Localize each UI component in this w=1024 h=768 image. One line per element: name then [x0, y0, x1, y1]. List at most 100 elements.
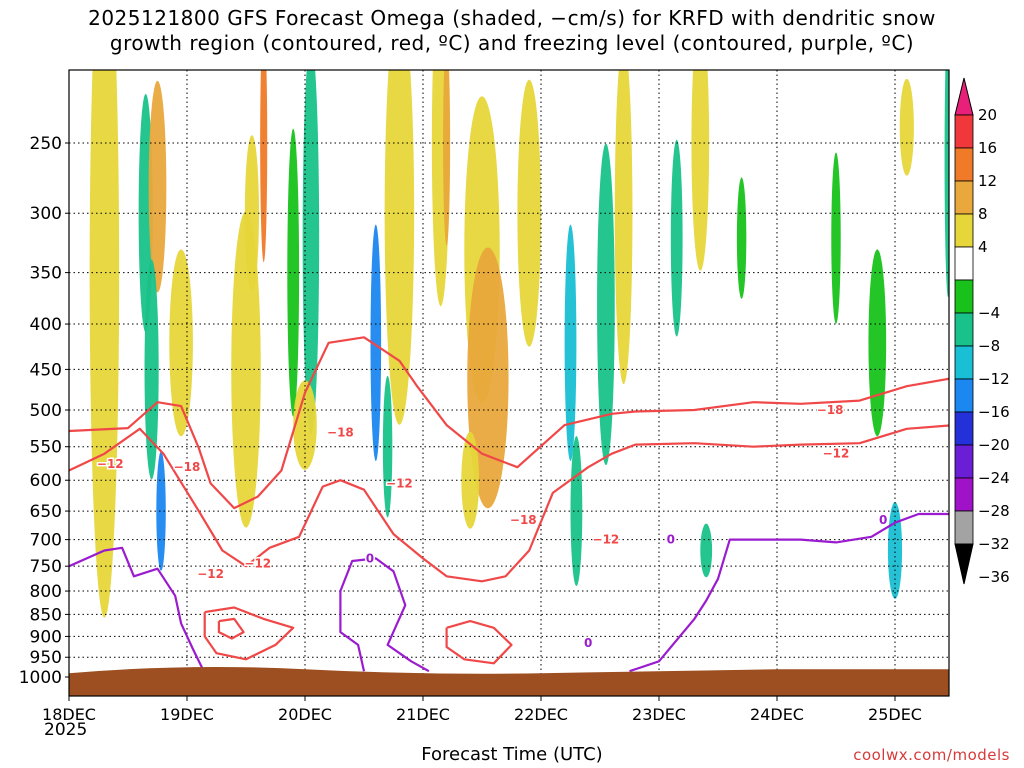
- contour-label-4: −12: [97, 457, 124, 471]
- plot-background: [69, 70, 949, 696]
- x-axis-title: Forecast Time (UTC): [421, 744, 603, 765]
- colorbar-label-9: −20: [978, 436, 1010, 454]
- x-tick-label-21DEC: 21DEC: [396, 705, 450, 724]
- y-tick-label-500: 500: [30, 401, 62, 421]
- colorbar-bin-8: [954, 378, 974, 413]
- contour-label-5: −12: [386, 476, 413, 490]
- y-tick-label-950: 950: [30, 648, 62, 668]
- omega-feature-28: [736, 177, 747, 299]
- contour-minus-12-main: [69, 424, 949, 583]
- colorbar-label-6: −8: [978, 337, 1000, 355]
- y-tick-label-850: 850: [30, 605, 62, 625]
- chart-title-line2: growth region (contoured, red, ºC) and f…: [109, 31, 915, 55]
- contour-label-9: −12: [823, 447, 850, 461]
- colorbar-label-13: −36: [978, 568, 1010, 586]
- omega-feature-30: [868, 249, 887, 437]
- colorbar-label-12: −32: [978, 535, 1010, 553]
- y-tick-label-600: 600: [30, 471, 62, 491]
- contour-label-2: −18: [510, 513, 537, 527]
- colorbar-label-0: 20: [978, 106, 997, 124]
- omega-feature-4: [156, 451, 166, 571]
- omega-feature-2: [148, 80, 167, 293]
- contour-label-3: −18: [817, 403, 844, 417]
- colorbar-bin-6: [954, 312, 974, 347]
- omega-feature-27: [700, 523, 713, 578]
- omega-feature-11: [293, 380, 317, 470]
- contour-minus-12-day21-pocket: [445, 620, 513, 665]
- omega-feature-21: [564, 224, 577, 462]
- colorbar-top-arrow: [954, 77, 974, 116]
- contour-label-12: 0: [879, 513, 887, 527]
- omega-feature-6: [231, 211, 261, 528]
- colorbar-bin-2: [954, 180, 974, 215]
- omega-feature-7: [244, 135, 259, 292]
- y-tick-label-350: 350: [30, 264, 62, 284]
- colorbar-bin-1: [954, 147, 974, 182]
- colorbar-bin-7: [954, 345, 974, 380]
- colorbar-bin-12: [954, 510, 974, 545]
- y-tick-label-900: 900: [30, 627, 62, 647]
- colorbar-bin-5: [954, 279, 974, 314]
- colorbar-label-11: −28: [978, 502, 1010, 520]
- colorbar-label-8: −16: [978, 403, 1010, 421]
- contour-minus-18-upper: [69, 336, 949, 510]
- omega-feature-8: [260, 70, 268, 263]
- colorbar-bottom-arrow: [954, 543, 974, 585]
- omega-feature-16: [443, 70, 451, 246]
- colorbar-bin-4: [954, 246, 974, 281]
- omega-feature-33: [944, 70, 949, 298]
- colorbar-bin-9: [954, 411, 974, 446]
- contour-label-0: −18: [327, 425, 354, 439]
- x-tick-label-23DEC: 23DEC: [632, 705, 686, 724]
- y-tick-label-750: 750: [30, 557, 62, 577]
- contour-label-10: 0: [366, 551, 374, 565]
- contour-minus-12-small-loop: [217, 617, 245, 640]
- omega-feature-24: [614, 70, 633, 385]
- y-tick-label-300: 300: [30, 204, 62, 224]
- colorbar-label-5: −4: [978, 304, 1000, 322]
- plot-area: −18 −18 −18 −18 −12 −12 −12 −12 −12 −12 0 0 0 0: [69, 70, 949, 696]
- x-tick-label-18DEC: 18DEC: [42, 705, 96, 724]
- colorbar-bin-0: [954, 114, 974, 149]
- x-tick-label-22DEC: 22DEC: [514, 705, 568, 724]
- colorbar-label-10: −24: [978, 469, 1010, 487]
- omega-feature-25: [670, 139, 683, 337]
- colorbar-label-7: −12: [978, 370, 1010, 388]
- source-credit: coolwx.com/models: [853, 746, 1010, 764]
- contour-minus-12-lower-pocket: [203, 606, 295, 661]
- colorbar-label-1: 16: [978, 139, 997, 157]
- omega-feature-26: [691, 70, 710, 271]
- omega-feature-13: [382, 375, 393, 518]
- omega-feature-10: [302, 70, 320, 434]
- ground-terrain: [69, 666, 949, 696]
- x-tick-label-24DEC: 24DEC: [750, 705, 804, 724]
- colorbar-label-2: 12: [978, 172, 997, 190]
- contour-label-13: 0: [584, 636, 592, 650]
- omega-feature-9: [287, 128, 300, 417]
- omega-feature-12: [370, 224, 382, 462]
- colorbar-label-4: 4: [978, 238, 988, 256]
- omega-feature-3: [144, 259, 159, 480]
- contour-freezing-level-east: [629, 512, 949, 673]
- omega-feature-32: [899, 78, 914, 176]
- contour-label-1: −18: [174, 460, 201, 474]
- y-tick-label-550: 550: [30, 438, 62, 458]
- colorbar-label-3: 8: [978, 205, 988, 223]
- x-tick-label-25DEC: 25DEC: [868, 705, 922, 724]
- chart-title-line1: 2025121800 GFS Forecast Omega (shaded, −…: [88, 6, 936, 30]
- x-axis-year-label: 2025: [44, 720, 88, 740]
- contour-label-7: −12: [244, 557, 271, 571]
- y-tick-label-1000: 1000: [19, 668, 62, 688]
- contour-label-6: −12: [197, 567, 224, 581]
- plot-frame: [68, 69, 950, 697]
- contour-label-8: −12: [593, 533, 620, 547]
- omega-feature-29: [831, 152, 841, 324]
- contour-freezing-level-mid: [339, 557, 430, 673]
- y-tick-label-700: 700: [30, 531, 62, 551]
- y-tick-label-650: 650: [30, 502, 62, 522]
- contour-freezing-level-west: [69, 546, 206, 674]
- omega-feature-18: [467, 247, 509, 509]
- contour-label-11: 0: [667, 533, 675, 547]
- colorbar-bin-11: [954, 477, 974, 512]
